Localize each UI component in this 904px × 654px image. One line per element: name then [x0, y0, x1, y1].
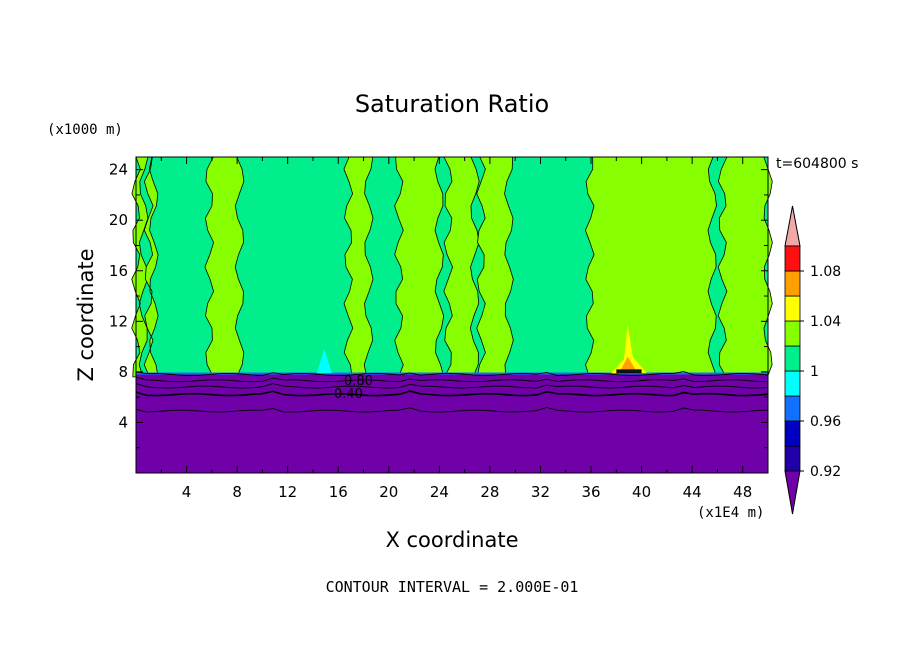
warm-spot-core — [618, 356, 638, 374]
colorbar-label: 1 — [810, 364, 819, 380]
y-tick-label: 20 — [109, 211, 128, 229]
contour-lines — [135, 371, 769, 413]
y-tick-label: 24 — [109, 161, 128, 179]
x-unit-label: (x1E4 m) — [697, 505, 764, 521]
colorbar: 0.92 0.96 1 1.04 1.08 — [784, 205, 841, 515]
contour-line — [135, 371, 769, 376]
colorbar-box — [784, 370, 801, 397]
x-tick-label: 8 — [232, 483, 242, 501]
low-layers — [136, 372, 768, 473]
y-tick-label: 8 — [118, 363, 128, 381]
x-tick-label: 24 — [430, 483, 449, 501]
colorbar-over-arrow — [784, 205, 801, 247]
footer-text: CONTOUR INTERVAL = 2.000E-01 — [326, 578, 579, 596]
green-band — [717, 156, 773, 378]
colorbar-box — [784, 245, 801, 272]
colorbar-box — [784, 345, 801, 372]
cold-spot — [316, 349, 332, 374]
purple-layer — [136, 374, 768, 473]
colorbar-label: 0.92 — [810, 464, 841, 480]
contour-label-040: 0.40 — [334, 387, 363, 402]
colorbar-label: 0.96 — [810, 414, 841, 430]
spots — [316, 323, 647, 374]
contour-line — [135, 376, 769, 383]
x-tick-label: 28 — [480, 483, 499, 501]
x-tick-label: 4 — [182, 483, 192, 501]
x-axis: 4 8 12 16 20 24 28 32 36 40 44 48 — [160, 157, 752, 501]
x-tick-label: 44 — [683, 483, 702, 501]
y-unit-label: (x1000 m) — [47, 122, 123, 138]
y-tick-label: 4 — [118, 413, 128, 431]
x-tick-label: 16 — [329, 483, 348, 501]
colorbar-box — [784, 295, 801, 322]
dark-spot — [616, 369, 642, 374]
colorbar-box — [784, 270, 801, 297]
x-tick-label: 20 — [379, 483, 398, 501]
y-axis-title: Z coordinate — [74, 248, 98, 381]
time-label: t=604800 s — [776, 156, 858, 172]
colorbar-box — [784, 445, 801, 472]
warm-spot — [611, 323, 647, 374]
x-tick-label: 12 — [278, 483, 297, 501]
x-tick-label: 40 — [632, 483, 651, 501]
x-tick-label: 32 — [531, 483, 550, 501]
contour-line — [135, 383, 769, 389]
colorbar-label: 1.04 — [810, 314, 841, 330]
contour-line — [135, 407, 769, 413]
contour-label-080: 0.80 — [344, 374, 373, 389]
colorbar-box — [784, 320, 801, 347]
green-band — [584, 156, 718, 378]
colorbar-box — [784, 420, 801, 447]
contour-line — [135, 390, 769, 397]
y-axis: 4 8 12 16 20 24 — [109, 161, 768, 449]
y-tick-label: 16 — [109, 262, 128, 280]
x-tick-label: 48 — [733, 483, 752, 501]
colorbar-under-arrow — [784, 470, 801, 515]
colorbar-box — [784, 395, 801, 422]
plot-area: 0.80 0.40 — [131, 156, 773, 474]
plot-frame — [135, 156, 769, 474]
x-tick-label: 36 — [581, 483, 600, 501]
chart-title: Saturation Ratio — [355, 90, 549, 118]
colorbar-label: 1.08 — [810, 264, 841, 280]
y-tick-label: 12 — [109, 312, 128, 330]
x-axis-title: X coordinate — [385, 528, 518, 552]
